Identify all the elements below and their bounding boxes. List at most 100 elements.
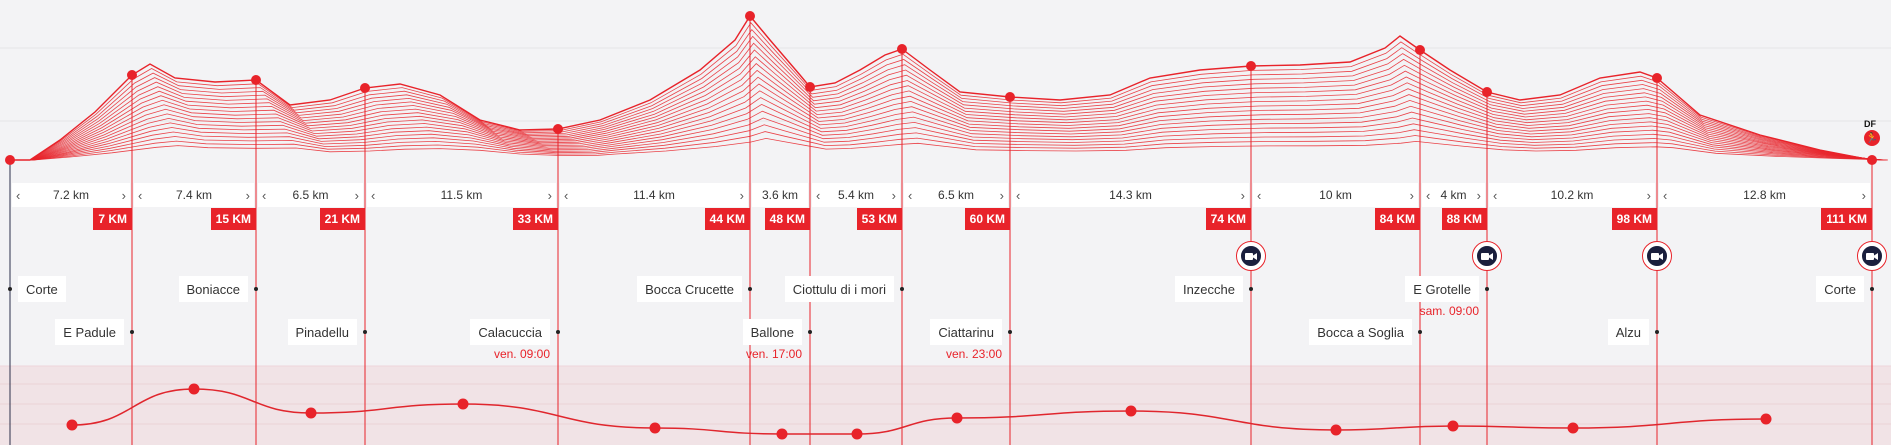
chevron-left-icon[interactable]: ‹ [262, 187, 267, 203]
km-badge: 7 KM [93, 208, 132, 230]
checkpoint-name[interactable]: Inzecche [1174, 276, 1243, 302]
checkpoint-dot [254, 287, 258, 291]
checkpoint-name[interactable]: Bocca Crucette [637, 276, 742, 302]
chevron-right-icon[interactable]: › [1646, 187, 1651, 203]
checkpoint-dot [1249, 287, 1253, 291]
secondary-profile-point[interactable] [951, 412, 963, 424]
checkpoint-name[interactable]: Corte [18, 276, 66, 302]
checkpoint-name[interactable]: Ciattarinu [930, 319, 1002, 345]
checkpoint-marker[interactable] [1482, 87, 1492, 97]
secondary-profile-point[interactable] [1760, 413, 1772, 425]
checkpoint-marker[interactable] [553, 124, 563, 134]
checkpoint-marker[interactable] [897, 44, 907, 54]
webcam-button[interactable] [1236, 241, 1266, 271]
segment-distance-label: 5.4 km [837, 188, 874, 202]
checkpoint-dot [1870, 287, 1874, 291]
chevron-left-icon[interactable]: ‹ [1016, 187, 1021, 203]
elevation-contour-line [10, 28, 1874, 161]
elevation-contour-line [10, 103, 1884, 161]
checkpoint-name[interactable]: E Padule [55, 319, 124, 345]
secondary-profile-point[interactable] [776, 428, 788, 440]
elevation-contour-line [10, 76, 1881, 161]
checkpoint-time: ven. 17:00 [745, 347, 802, 361]
chevron-right-icon[interactable]: › [547, 187, 552, 203]
segment-distance-label: 11.4 km [633, 188, 675, 202]
segment-distance: ‹ 12.8 km › [1659, 183, 1870, 207]
chevron-right-icon[interactable]: › [999, 187, 1004, 203]
chevron-right-icon[interactable]: › [1409, 187, 1414, 203]
elevation-contour-line [10, 124, 1887, 161]
checkpoint-time: ven. 09:00 [493, 347, 550, 361]
checkpoint-marker[interactable] [1246, 61, 1256, 71]
elevation-contour-line [10, 69, 1880, 161]
segment-distance-label: 7.2 km [52, 188, 89, 202]
checkpoint-marker[interactable] [251, 75, 261, 85]
chevron-right-icon[interactable]: › [1240, 187, 1245, 203]
chevron-right-icon[interactable]: › [245, 187, 250, 203]
segment-distance: ‹ 11.5 km › [367, 183, 556, 207]
km-badge: 60 KM [964, 208, 1010, 230]
chevron-right-icon[interactable]: › [891, 187, 896, 203]
checkpoint-name[interactable]: E Grotelle [1405, 276, 1479, 302]
secondary-profile-point[interactable] [649, 422, 661, 434]
chevron-left-icon[interactable]: ‹ [138, 187, 143, 203]
checkpoint-name[interactable]: Ciottulu di i mori [784, 276, 894, 302]
checkpoint-marker[interactable] [805, 82, 815, 92]
elevation-contour-line [10, 131, 1888, 161]
webcam-button[interactable] [1642, 241, 1672, 271]
chevron-right-icon[interactable]: › [121, 187, 126, 203]
secondary-profile-point[interactable] [851, 428, 863, 440]
segment-distance-label: 10 km [1319, 188, 1352, 202]
chevron-right-icon[interactable]: › [1861, 187, 1866, 203]
chevron-left-icon[interactable]: ‹ [1257, 187, 1262, 203]
checkpoint-name[interactable]: Calacuccia [470, 319, 550, 345]
chevron-right-icon[interactable]: › [1476, 187, 1481, 203]
checkpoint-name[interactable]: Boniacce [178, 276, 248, 302]
checkpoint-marker[interactable] [5, 155, 15, 165]
segment-distance: ‹ 6.5 km › [904, 183, 1008, 207]
checkpoint-marker[interactable] [360, 83, 370, 93]
secondary-profile-point[interactable] [305, 407, 317, 419]
chevron-left-icon[interactable]: ‹ [16, 187, 21, 203]
checkpoint-name[interactable]: Bocca a Soglia [1309, 319, 1412, 345]
secondary-profile-point[interactable] [66, 419, 78, 431]
checkpoint-dot [1485, 287, 1489, 291]
checkpoint-name[interactable]: Ballone [742, 319, 802, 345]
profile-badge-label: DF [1864, 119, 1876, 129]
checkpoint-marker[interactable] [1652, 73, 1662, 83]
elevation-contour-line [10, 63, 1879, 161]
checkpoint-dot [808, 330, 812, 334]
secondary-profile-point[interactable] [457, 398, 469, 410]
checkpoint-marker[interactable] [745, 11, 755, 21]
runner-icon[interactable]: 🏃 [1864, 130, 1880, 146]
checkpoint-name[interactable]: Alzu [1607, 319, 1649, 345]
checkpoint-name[interactable]: Corte [1816, 276, 1864, 302]
checkpoint-marker[interactable] [1005, 92, 1015, 102]
chevron-right-icon[interactable]: › [354, 187, 359, 203]
checkpoint-marker[interactable] [1867, 155, 1877, 165]
km-badge: 21 KM [319, 208, 365, 230]
secondary-profile-point[interactable] [1125, 405, 1137, 417]
checkpoint-name[interactable]: Pinadellu [287, 319, 357, 345]
chevron-left-icon[interactable]: ‹ [816, 187, 821, 203]
checkpoint-marker[interactable] [1415, 45, 1425, 55]
km-badge: 53 KM [856, 208, 902, 230]
secondary-profile-point[interactable] [1447, 420, 1459, 432]
chevron-right-icon[interactable]: › [739, 187, 744, 203]
lower-band [0, 366, 1891, 445]
segment-distance-label: 4 km [1440, 188, 1467, 202]
chevron-left-icon[interactable]: ‹ [1426, 187, 1431, 203]
chevron-left-icon[interactable]: ‹ [1493, 187, 1498, 203]
webcam-button[interactable] [1857, 241, 1887, 271]
chevron-left-icon[interactable]: ‹ [908, 187, 913, 203]
chevron-left-icon[interactable]: ‹ [1663, 187, 1668, 203]
secondary-profile-point[interactable] [188, 383, 200, 395]
webcam-button[interactable] [1472, 241, 1502, 271]
secondary-profile-point[interactable] [1330, 424, 1342, 436]
segment-distance-label: 14.3 km [1109, 188, 1152, 202]
chevron-left-icon[interactable]: ‹ [564, 187, 569, 203]
chevron-left-icon[interactable]: ‹ [371, 187, 376, 203]
secondary-profile-point[interactable] [1567, 422, 1579, 434]
checkpoint-marker[interactable] [127, 70, 137, 80]
segment-distance-label: 3.6 km [761, 188, 798, 202]
